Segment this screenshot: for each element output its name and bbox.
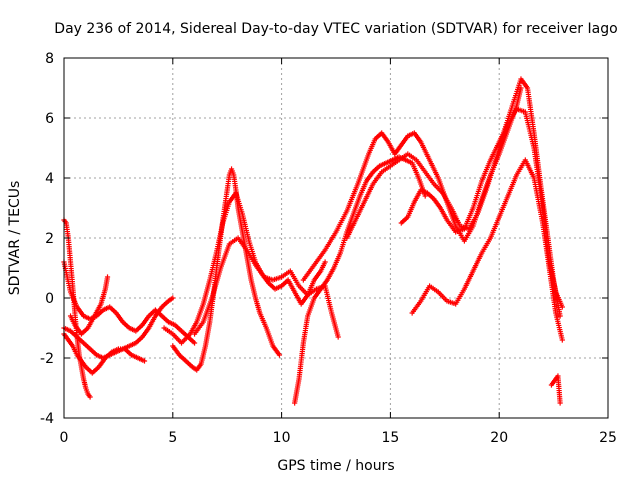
grid: [64, 58, 608, 418]
data-point-marker: [559, 304, 565, 310]
data-point-marker: [141, 358, 148, 364]
x-tick-label: 0: [60, 430, 69, 446]
series-track-9: [292, 154, 428, 406]
data-point-marker: [322, 259, 328, 265]
series-track-8: [191, 235, 341, 340]
y-tick-label: -4: [40, 411, 54, 427]
series-track-5: [67, 274, 111, 337]
series-track-11: [344, 76, 563, 319]
data-point-marker: [191, 340, 198, 346]
x-tick-label: 5: [168, 430, 177, 446]
series-track-7: [161, 190, 328, 346]
data-point-marker: [557, 313, 563, 319]
data-point-marker: [518, 85, 524, 91]
data-point-marker: [104, 274, 111, 280]
y-tick-label: 2: [45, 231, 54, 247]
y-tick-label: -2: [40, 351, 54, 367]
y-tick-label: 0: [45, 291, 54, 307]
y-tick-label: 8: [45, 51, 54, 67]
y-tick-label: 6: [45, 111, 54, 127]
y-axis-title: SDTVAR / TECUs: [7, 181, 23, 296]
x-axis-title: GPS time / hours: [277, 458, 394, 474]
data-series-layer: [61, 76, 565, 406]
data-point-marker: [276, 352, 283, 358]
data-point-marker: [335, 334, 341, 340]
x-tick-label: 10: [273, 430, 291, 446]
series-track-6: [170, 166, 283, 373]
data-point-marker: [559, 337, 565, 343]
chart-title: Day 236 of 2014, Sidereal Day-to-day VTE…: [54, 21, 617, 37]
data-point-marker: [87, 394, 93, 400]
x-tick-label: 15: [381, 430, 399, 446]
data-point-marker: [170, 295, 176, 301]
series-track-4: [61, 331, 148, 376]
x-tick-label: 25: [599, 430, 617, 446]
series-track-14: [548, 373, 563, 406]
series-track-13: [409, 157, 565, 343]
axis-ticks: 0 5 10 15 20 25 -4 -2 0 2 4 6 8: [40, 51, 617, 446]
data-point-marker: [557, 400, 563, 406]
x-tick-label: 20: [490, 430, 508, 446]
y-tick-label: 4: [45, 171, 54, 187]
